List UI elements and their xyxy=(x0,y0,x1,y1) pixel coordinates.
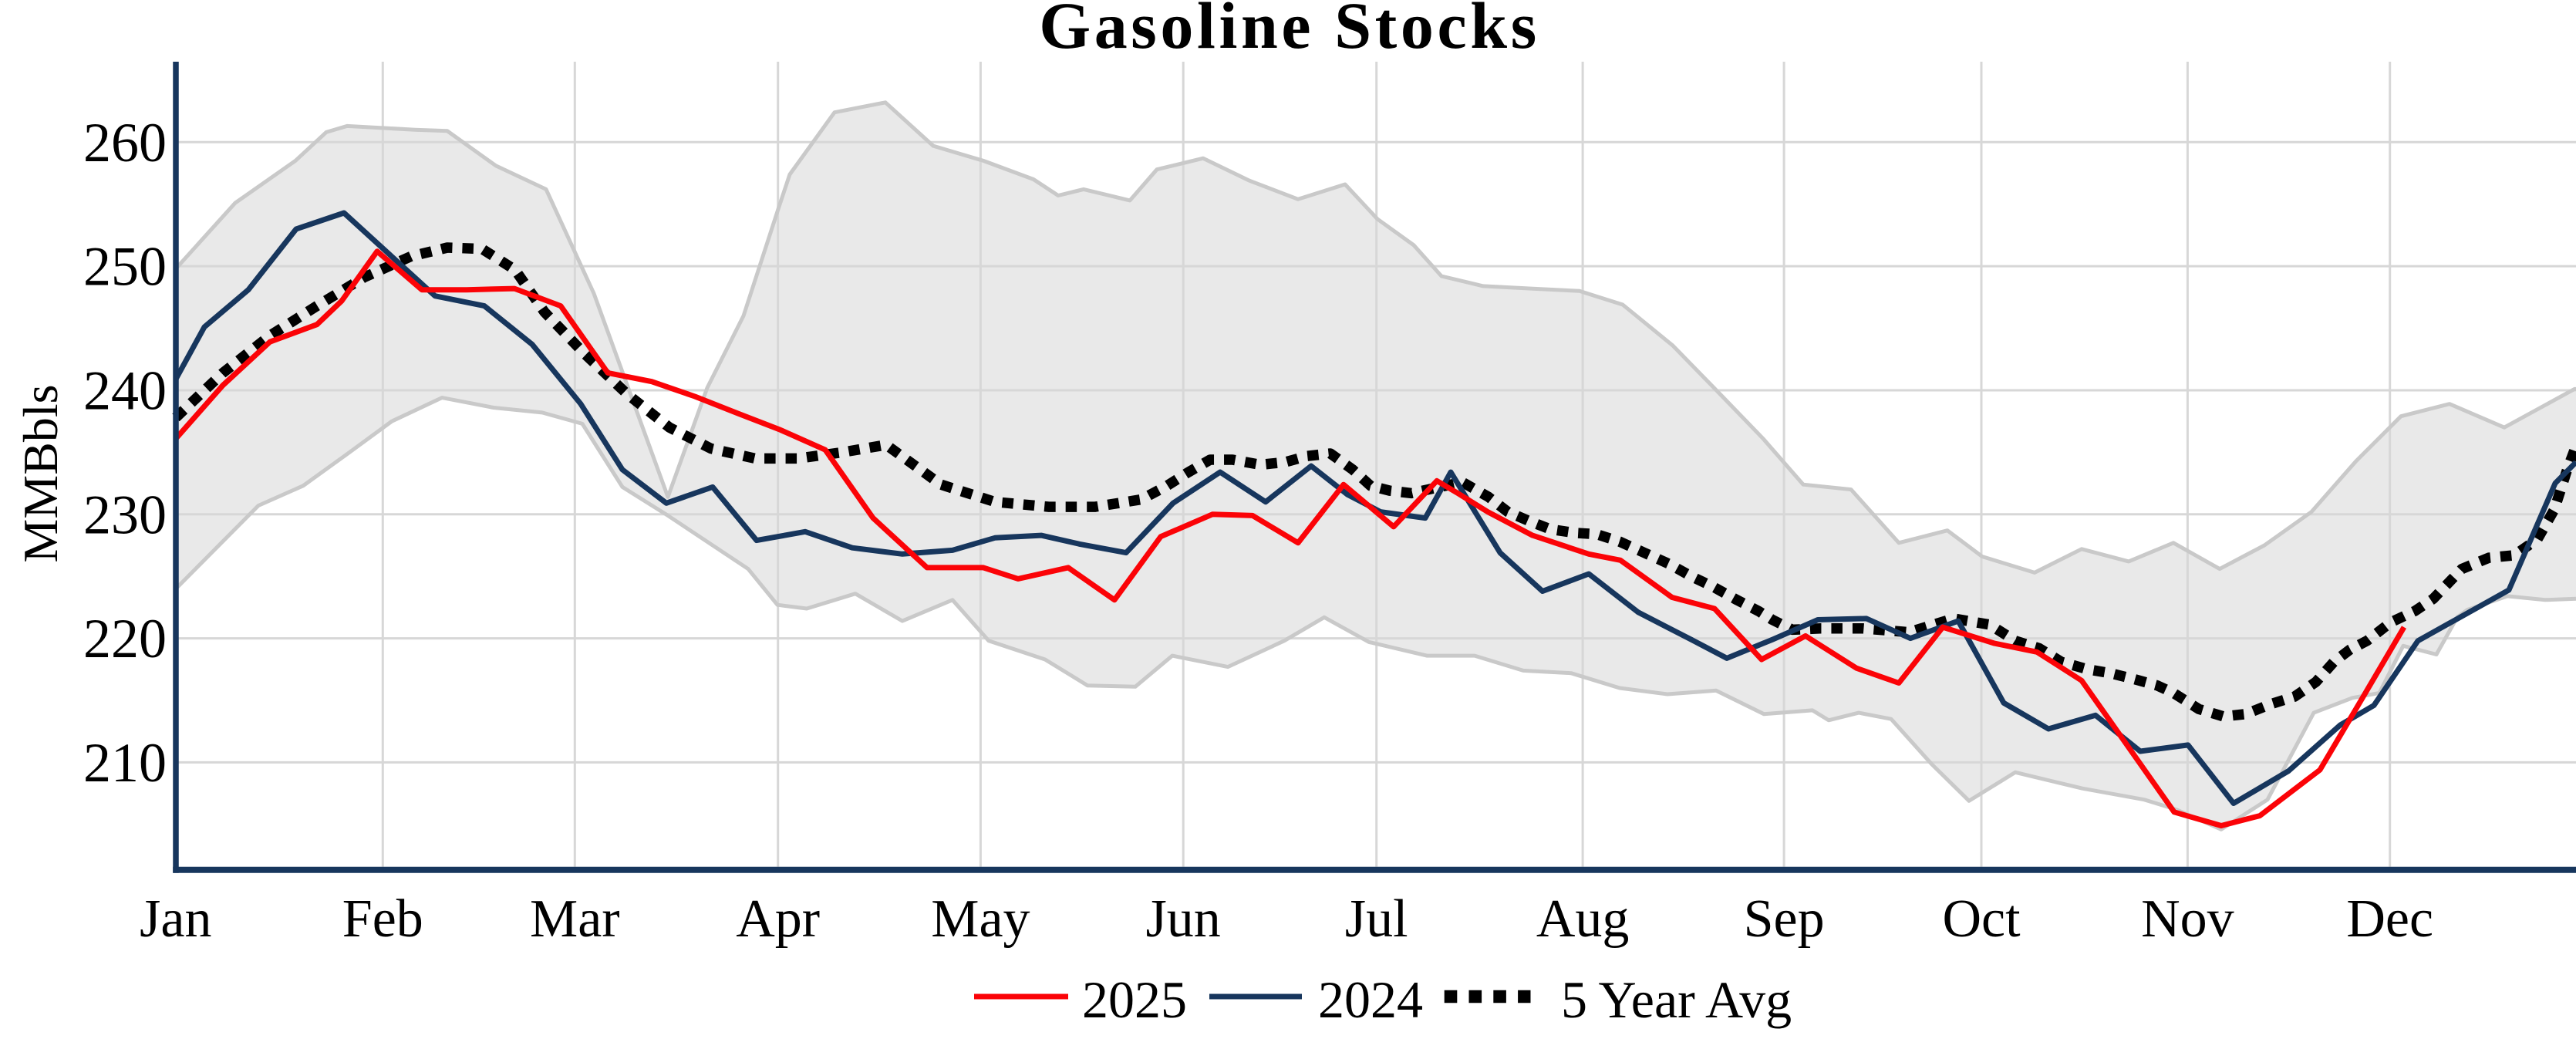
svg-text:220: 220 xyxy=(83,608,167,670)
svg-text:Nov: Nov xyxy=(2141,889,2234,949)
svg-text:Gasoline Stocks: Gasoline Stocks xyxy=(1039,0,1540,62)
svg-text:2025: 2025 xyxy=(1082,970,1187,1029)
svg-text:MMBbls: MMBbls xyxy=(13,384,68,562)
svg-text:240: 240 xyxy=(83,360,167,422)
svg-text:250: 250 xyxy=(83,236,167,298)
svg-text:260: 260 xyxy=(83,112,167,174)
svg-text:2024: 2024 xyxy=(1318,970,1423,1029)
svg-text:Dec: Dec xyxy=(2346,889,2433,949)
svg-text:Mar: Mar xyxy=(530,889,620,949)
svg-text:Jan: Jan xyxy=(140,889,211,949)
svg-text:Jun: Jun xyxy=(1146,889,1221,949)
svg-text:Apr: Apr xyxy=(736,889,820,949)
svg-text:Aug: Aug xyxy=(1536,889,1630,949)
svg-text:Feb: Feb xyxy=(342,889,423,949)
svg-text:230: 230 xyxy=(83,484,167,545)
svg-text:May: May xyxy=(931,889,1030,949)
svg-text:Sep: Sep xyxy=(1744,889,1825,949)
svg-text:210: 210 xyxy=(83,732,167,794)
svg-text:5 Year Avg: 5 Year Avg xyxy=(1561,970,1792,1029)
svg-text:Jul: Jul xyxy=(1345,889,1408,949)
svg-text:Oct: Oct xyxy=(1942,889,2021,949)
